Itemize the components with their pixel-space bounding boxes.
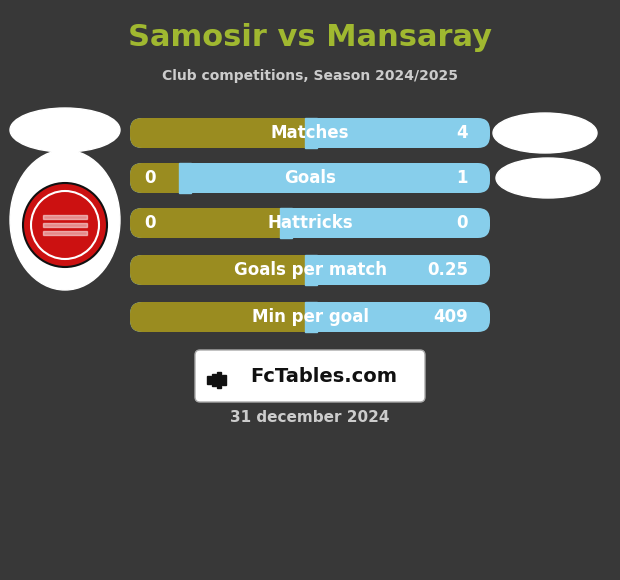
Text: 0: 0 [144,169,156,187]
Text: 4: 4 [456,124,468,142]
FancyBboxPatch shape [130,163,490,193]
Text: 409: 409 [433,308,468,326]
Text: FcTables.com: FcTables.com [250,368,397,386]
Bar [179,163,191,193]
FancyBboxPatch shape [130,118,490,148]
Ellipse shape [493,113,597,153]
Text: 0: 0 [456,214,468,232]
Bar [222,375,226,385]
Bar [305,255,317,285]
Circle shape [23,183,107,267]
FancyBboxPatch shape [130,255,317,285]
Text: 0: 0 [144,214,156,232]
Text: Samosir vs Mansaray: Samosir vs Mansaray [128,24,492,53]
Bar [305,302,317,332]
FancyBboxPatch shape [130,302,490,332]
Text: Matches: Matches [271,124,349,142]
Ellipse shape [10,108,120,152]
Circle shape [31,191,99,259]
FancyBboxPatch shape [130,118,317,148]
FancyBboxPatch shape [130,163,191,193]
FancyBboxPatch shape [195,350,425,402]
Ellipse shape [10,150,120,290]
Text: 0.25: 0.25 [427,261,468,279]
Text: 1: 1 [456,169,468,187]
FancyBboxPatch shape [130,255,490,285]
Text: Hattricks: Hattricks [267,214,353,232]
Ellipse shape [496,158,600,198]
Bar [43,231,87,235]
Text: Goals per match: Goals per match [234,261,386,279]
Bar [43,223,87,227]
Bar [280,208,292,238]
Text: Goals: Goals [284,169,336,187]
Text: 31 december 2024: 31 december 2024 [230,411,390,426]
Text: Min per goal: Min per goal [252,308,368,326]
FancyBboxPatch shape [130,208,490,238]
Bar [212,374,216,386]
FancyBboxPatch shape [130,302,317,332]
Bar [207,376,211,384]
FancyBboxPatch shape [130,208,292,238]
Bar [217,372,221,388]
Bar [43,215,87,219]
Text: Club competitions, Season 2024/2025: Club competitions, Season 2024/2025 [162,69,458,83]
Bar [305,118,317,148]
